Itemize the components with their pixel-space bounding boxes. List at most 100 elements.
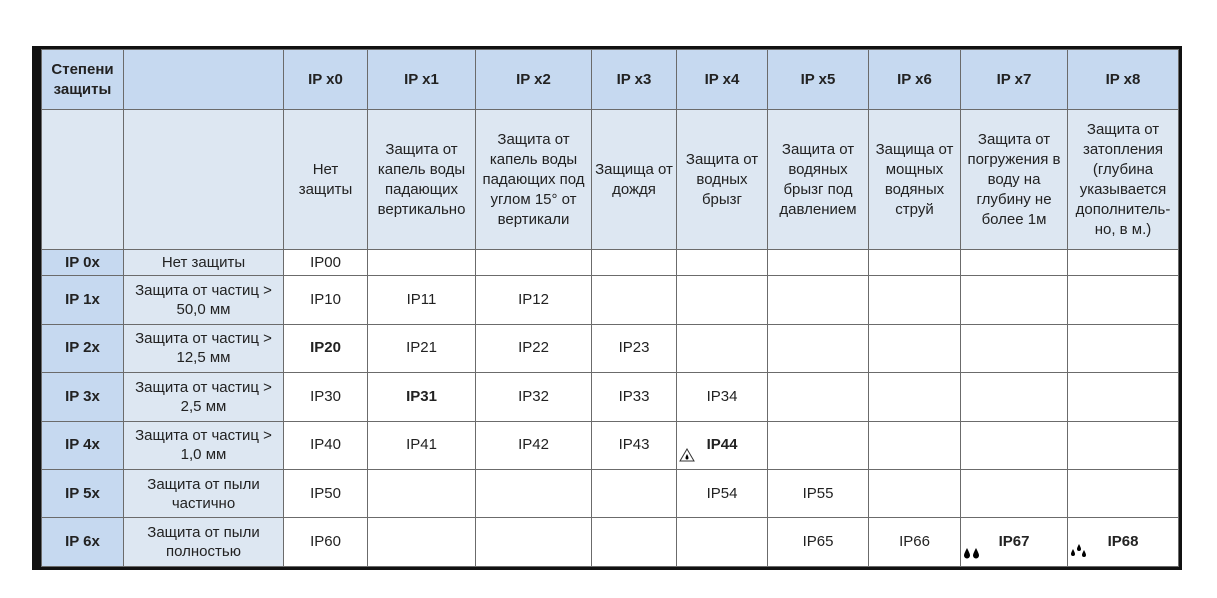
cell-value: IP55 bbox=[802, 484, 834, 502]
column-description: Защита от водяных брызг под давлением bbox=[767, 109, 869, 250]
table-cell bbox=[767, 323, 869, 374]
row-description: Защита от пыли частично bbox=[123, 468, 284, 519]
column-description: Защита от водных брызг bbox=[676, 109, 768, 250]
table-cell: IP22 bbox=[475, 323, 592, 374]
column-header: IP x6 bbox=[868, 49, 961, 110]
blank-cell bbox=[123, 109, 284, 250]
table-cell bbox=[676, 275, 768, 325]
table-cell bbox=[475, 468, 592, 519]
row-code: IP 3x bbox=[41, 372, 124, 422]
table-cell: IP67 bbox=[960, 517, 1068, 567]
table-row: IP 2x Защита от частиц > 12,5 мм IP20 IP21 I… bbox=[41, 323, 1179, 374]
cell-value: IP23 bbox=[618, 339, 650, 357]
table-cell bbox=[960, 468, 1068, 519]
column-header: IP x5 bbox=[767, 49, 869, 110]
column-description: Нет защиты bbox=[283, 109, 368, 250]
table-cell: IP66 bbox=[868, 517, 961, 567]
table-cell bbox=[475, 517, 592, 567]
cell-value: IP21 bbox=[406, 339, 437, 357]
table-cell bbox=[475, 248, 592, 277]
row-description: Нет защиты bbox=[123, 248, 284, 277]
warning-drop-icon bbox=[679, 447, 695, 465]
cell-value: IP67 bbox=[998, 533, 1030, 551]
blank-header bbox=[123, 49, 284, 110]
cell-value: IP32 bbox=[518, 387, 549, 405]
cell-value: IP54 bbox=[706, 484, 738, 502]
cell-value: IP00 bbox=[310, 253, 341, 271]
table-cell: IP41 bbox=[367, 420, 476, 470]
table-cell bbox=[767, 420, 869, 470]
table-cell: IP68 bbox=[1067, 517, 1179, 567]
cell-value: IP50 bbox=[310, 484, 341, 502]
column-description: Защита от погружения в воду на глубину н… bbox=[960, 109, 1068, 250]
table-cell bbox=[960, 372, 1068, 422]
cell-value: IP44 bbox=[706, 436, 738, 454]
cell-value: IP22 bbox=[518, 339, 549, 357]
table-cell bbox=[591, 248, 677, 277]
column-header: IP x4 bbox=[676, 49, 768, 110]
cell-value: IP10 bbox=[310, 290, 341, 308]
table-cell bbox=[1067, 468, 1179, 519]
table-cell bbox=[868, 323, 961, 374]
table-cell bbox=[676, 517, 768, 567]
table-cell: IP54 bbox=[676, 468, 768, 519]
table-cell bbox=[960, 420, 1068, 470]
column-description: Защита от капель воды падающих вертикаль… bbox=[367, 109, 476, 250]
table-cell: IP44 bbox=[676, 420, 768, 470]
cell-value: IP30 bbox=[310, 387, 341, 405]
column-header: IP x1 bbox=[367, 49, 476, 110]
column-header: IP x7 bbox=[960, 49, 1068, 110]
table-row: IP 1x Защита от частиц > 50,0 мм IP10 IP11 I… bbox=[41, 275, 1179, 325]
cell-value: IP12 bbox=[518, 290, 549, 308]
cell-value: IP20 bbox=[310, 339, 341, 357]
table-cell bbox=[1067, 420, 1179, 470]
row-description: Защита от частиц > 12,5 мм bbox=[123, 323, 284, 374]
table-cell bbox=[868, 248, 961, 277]
table-cell: IP23 bbox=[591, 323, 677, 374]
cell-value: IP66 bbox=[899, 533, 930, 551]
row-code: IP 5x bbox=[41, 468, 124, 519]
table-cell bbox=[591, 275, 677, 325]
row-description: Защита от частиц > 2,5 мм bbox=[123, 372, 284, 422]
cell-value: IP43 bbox=[618, 436, 650, 454]
column-header: IP x2 bbox=[475, 49, 592, 110]
table-cell bbox=[1067, 248, 1179, 277]
table-cell: IP12 bbox=[475, 275, 592, 325]
table-row: IP 3x Защита от частиц > 2,5 мм IP30 IP31 IP… bbox=[41, 372, 1179, 422]
cell-value: IP42 bbox=[518, 436, 549, 454]
table-cell: IP60 bbox=[283, 517, 368, 567]
cell-value: IP68 bbox=[1107, 533, 1139, 551]
cell-value: IP41 bbox=[406, 436, 437, 454]
table-cell bbox=[767, 275, 869, 325]
row-description: Защита от частиц > 1,0 мм bbox=[123, 420, 284, 470]
column-description: Защища от дождя bbox=[591, 109, 677, 250]
column-header: IP x3 bbox=[591, 49, 677, 110]
cell-value: IP65 bbox=[802, 533, 834, 551]
table-cell: IP65 bbox=[767, 517, 869, 567]
column-header: IP x8 bbox=[1067, 49, 1179, 110]
table-row: IP 6x Защита от пыли полностью IP60 IP65 IP6… bbox=[41, 517, 1179, 567]
table-cell: IP20 bbox=[283, 323, 368, 374]
table-cell: IP42 bbox=[475, 420, 592, 470]
row-code: IP 6x bbox=[41, 517, 124, 567]
three-drops-icon bbox=[1070, 543, 1088, 562]
cell-value: IP40 bbox=[310, 436, 341, 454]
table-cell bbox=[1067, 275, 1179, 325]
table-row: IP 0x Нет защиты IP00 bbox=[41, 248, 1179, 277]
table-cell bbox=[591, 468, 677, 519]
table-cell: IP32 bbox=[475, 372, 592, 422]
table-cell bbox=[960, 248, 1068, 277]
header-row: Степени защиты IP x0 IP x1 IP x2 IP x3 IP x4… bbox=[41, 49, 1179, 110]
row-code: IP 2x bbox=[41, 323, 124, 374]
table-cell bbox=[367, 517, 476, 567]
table-cell: IP50 bbox=[283, 468, 368, 519]
table-cell: IP43 bbox=[591, 420, 677, 470]
table-cell: IP11 bbox=[367, 275, 476, 325]
row-description: Защита от пыли полностью bbox=[123, 517, 284, 567]
table-cell: IP30 bbox=[283, 372, 368, 422]
table-cell bbox=[767, 248, 869, 277]
row-code: IP 4x bbox=[41, 420, 124, 470]
table-cell bbox=[1067, 323, 1179, 374]
cell-value: IP60 bbox=[310, 533, 341, 551]
corner-header: Степени защиты bbox=[41, 49, 124, 110]
